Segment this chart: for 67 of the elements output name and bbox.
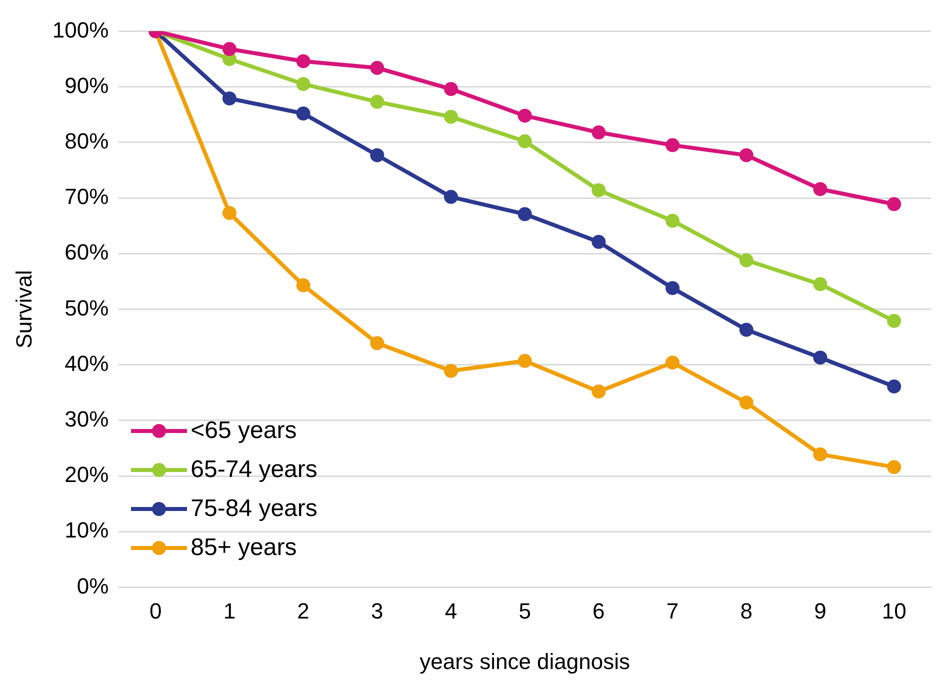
x-tick-label: 7 [666, 598, 679, 624]
y-tick-label: 80% [64, 128, 109, 154]
y-tick-label: 10% [64, 518, 109, 543]
point [813, 350, 828, 365]
point [813, 447, 828, 462]
x-tick-label: 5 [518, 598, 531, 624]
x-tick-label: 8 [740, 598, 753, 624]
x-tick-label: 3 [371, 598, 384, 624]
y-tick-label: 50% [64, 295, 109, 320]
point [444, 82, 458, 96]
y-tick-label: 100% [52, 17, 109, 42]
x-axis-title: years since diagnosis [420, 648, 630, 674]
point [887, 460, 902, 474]
point [813, 182, 828, 196]
x-tick-label: 0 [149, 598, 162, 624]
point [666, 214, 680, 228]
point [666, 138, 680, 152]
point [444, 364, 458, 378]
y-tick-label: 40% [64, 350, 109, 376]
point [370, 94, 384, 109]
point [444, 190, 458, 204]
y-tick-label: 20% [64, 462, 109, 488]
x-tick-label: 10 [882, 598, 906, 624]
y-tick-label: 90% [64, 72, 109, 98]
point [444, 110, 458, 124]
y-axis-title: Survival [11, 270, 36, 348]
y-tick-label: 30% [64, 406, 109, 432]
legend-label: <65 years [190, 416, 297, 446]
point [666, 281, 680, 296]
point [592, 234, 606, 249]
y-tick-label: 70% [64, 184, 109, 210]
y-tick-label: 0% [76, 573, 109, 598]
point [518, 354, 532, 368]
point [370, 60, 384, 75]
point [222, 42, 236, 56]
legend-label: 85+ years [190, 533, 297, 564]
y-tick-label: 60% [64, 240, 109, 265]
point [739, 322, 754, 337]
legend-label: 75-84 years [190, 494, 318, 524]
point [592, 384, 606, 398]
legend-label: 65-74 years [190, 455, 318, 486]
point [296, 54, 310, 68]
x-tick-label: 1 [223, 598, 236, 624]
point [739, 148, 754, 162]
point [887, 314, 902, 328]
point [739, 253, 754, 268]
point [666, 356, 680, 370]
x-tick-label: 6 [592, 598, 605, 624]
point [518, 108, 532, 123]
point [813, 277, 828, 292]
point [592, 183, 606, 198]
point [739, 396, 754, 410]
point [592, 125, 606, 140]
x-tick-label: 4 [444, 598, 458, 624]
point [296, 106, 310, 120]
x-tick-label: 2 [297, 598, 310, 624]
point [518, 134, 532, 148]
point [370, 336, 384, 350]
point [222, 91, 236, 106]
point [296, 77, 310, 92]
point [370, 148, 384, 162]
point [887, 197, 902, 212]
x-tick-label: 9 [814, 598, 826, 624]
point [296, 278, 310, 292]
point [518, 207, 532, 222]
point [887, 379, 902, 394]
point [222, 206, 236, 220]
